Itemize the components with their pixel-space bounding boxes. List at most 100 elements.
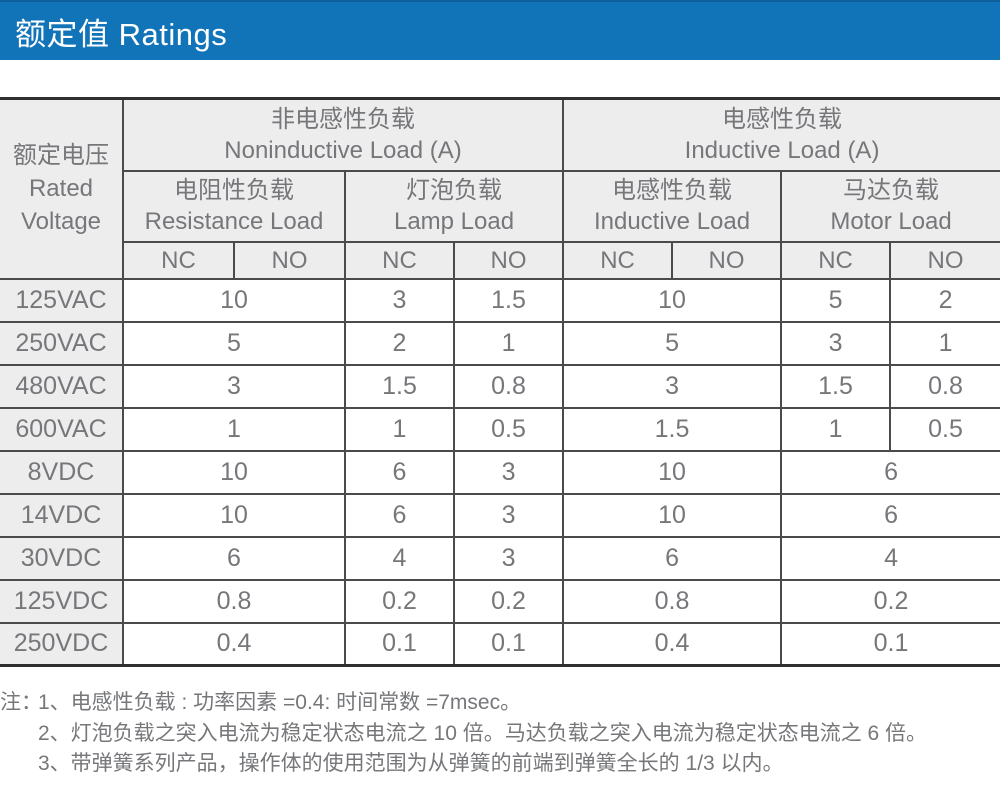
contact-header: NC [123,240,235,280]
rated-voltage-en2: Voltage [20,208,102,236]
table-cell: 0.1 [780,621,1000,667]
header-row-contacts: NC NO NC NO NC NO NC NO [0,240,1000,280]
table-cell: 1 [344,406,455,452]
table-cell: 5 [780,277,892,323]
table-cell: 0.8 [452,363,565,409]
ratings-table-container: 额定电压 Rated Voltage 非电感性负载 Noninductive L… [0,97,1000,667]
table-cell: 1.5 [452,277,565,323]
subgroup-header-motor-load: 马达负载 Motor Load [780,169,1000,243]
footnote-1: 1、电感性负载 : 功率因素 =0.4: 时间常数 =7msec。 [38,691,522,714]
table-cell: 5 [562,320,783,366]
table-cell: 0.4 [122,621,346,667]
table-cell: 1.5 [344,363,455,409]
table-cell: 0.5 [452,406,565,452]
group-noninductive-zh: 非电感性负载 [271,105,416,133]
lamp-load-zh: 灯泡负载 [406,177,503,204]
group-inductive-zh: 电感性负载 [722,105,843,133]
table-cell: 1.5 [562,406,783,452]
rated-voltage-header: 额定电压 Rated Voltage [0,97,124,280]
table-cell: 0.2 [780,578,1000,624]
group-inductive-en: Inductive Load (A) [684,136,880,164]
rated-voltage-zh: 额定电压 [13,142,109,170]
table-cell: 5 [122,320,346,366]
table-row: 480VAC 3 1.5 0.8 3 1.5 0.8 [0,363,1000,409]
table-cell: 0.1 [344,621,455,667]
table-cell: 6 [122,535,346,581]
row-voltage-label: 125VAC [0,277,124,323]
table-cell: 4 [780,535,1000,581]
table-cell: 3 [562,363,783,409]
row-voltage-label: 250VAC [0,320,124,366]
contact-header: NO [671,240,783,280]
table-cell: 1 [452,320,565,366]
table-cell: 1 [889,320,1000,366]
table-cell: 0.1 [452,621,565,667]
footnotes-label: 注： [0,691,42,714]
table-cell: 6 [344,449,455,495]
table-row: 14VDC 10 6 3 10 6 [0,492,1000,538]
table-row: 250VAC 5 2 1 5 3 1 [0,320,1000,366]
group-header-noninductive: 非电感性负载 Noninductive Load (A) [121,97,565,172]
contact-header: NC [344,240,455,280]
table-cell: 10 [122,277,346,323]
title-bar: 额定值 Ratings [0,0,1000,60]
table-cell: 6 [780,449,1000,495]
contact-header: NO [889,240,1000,280]
table-row: 125VDC 0.8 0.2 0.2 0.8 0.2 [0,578,1000,624]
row-voltage-label: 8VDC [0,449,124,495]
lamp-load-en: Lamp Load [393,208,515,235]
table-cell: 0.2 [344,578,455,624]
table-cell: 1 [780,406,892,452]
table-cell: 0.5 [889,406,1000,452]
table-cell: 3 [780,320,892,366]
motor-load-en: Motor Load [830,208,952,235]
table-cell: 3 [452,492,565,538]
subgroup-header-inductive-load: 电感性负载 Inductive Load [562,169,783,243]
row-voltage-label: 480VAC [0,363,124,409]
table-cell: 10 [562,492,783,538]
table-row: 125VAC 10 3 1.5 10 5 2 [0,277,1000,323]
resistance-load-zh: 电阻性负载 [174,177,294,204]
table-cell: 4 [344,535,455,581]
subgroup-header-resistance-load: 电阻性负载 Resistance Load [123,169,346,243]
contact-header: NO [452,240,565,280]
table-row: 600VAC 1 1 0.5 1.5 1 0.5 [0,406,1000,452]
inductive-load-zh: 电感性负载 [612,177,733,204]
table-row: 30VDC 6 4 3 6 4 [0,535,1000,581]
table-cell: 3 [122,363,346,409]
table-cell: 0.2 [452,578,565,624]
footnote-2: 2、灯泡负载之突入电流为稳定状态电流之 10 倍。马达负载之突入电流为稳定状态电… [38,721,928,745]
table-cell: 0.8 [562,578,783,624]
row-voltage-label: 600VAC [0,406,124,452]
table-cell: 3 [452,535,565,581]
subgroup-header-lamp-load: 灯泡负载 Lamp Load [343,169,565,243]
contact-header: NO [233,240,346,280]
contact-header: NC [562,240,674,280]
group-noninductive-en: Noninductive Load (A) [224,136,462,164]
ratings-table-body: 125VAC 10 3 1.5 10 5 2 250VAC 5 2 1 5 3 1 480VAC 3 1.5 0.… [0,277,1000,667]
table-cell: 1 [122,406,346,452]
table-cell: 1.5 [780,363,892,409]
table-cell: 6 [562,535,783,581]
table-cell: 10 [562,277,783,323]
page-title: 额定值 Ratings [15,16,228,52]
row-voltage-label: 14VDC [0,492,124,538]
table-cell: 10 [562,449,783,495]
footnotes: 注： 1、电感性负载 : 功率因素 =0.4: 时间常数 =7msec。 2、灯… [0,688,1000,780]
table-cell: 3 [452,449,565,495]
table-row: 8VDC 10 6 3 10 6 [0,449,1000,495]
table-row: 250VDC 0.4 0.1 0.1 0.4 0.1 [0,621,1000,667]
ratings-table: 额定电压 Rated Voltage 非电感性负载 Noninductive L… [0,97,1000,667]
table-cell: 2 [889,277,1000,323]
table-cell: 0.8 [122,578,346,624]
motor-load-zh: 马达负载 [843,177,940,204]
table-cell: 10 [122,492,346,538]
row-voltage-label: 30VDC [0,535,124,581]
rated-voltage-en1: Rated [28,175,94,203]
table-cell: 0.4 [562,621,783,667]
table-cell: 6 [780,492,1000,538]
row-voltage-label: 125VDC [0,578,124,624]
table-cell: 3 [344,277,455,323]
table-cell: 2 [344,320,455,366]
row-voltage-label: 250VDC [0,621,124,667]
